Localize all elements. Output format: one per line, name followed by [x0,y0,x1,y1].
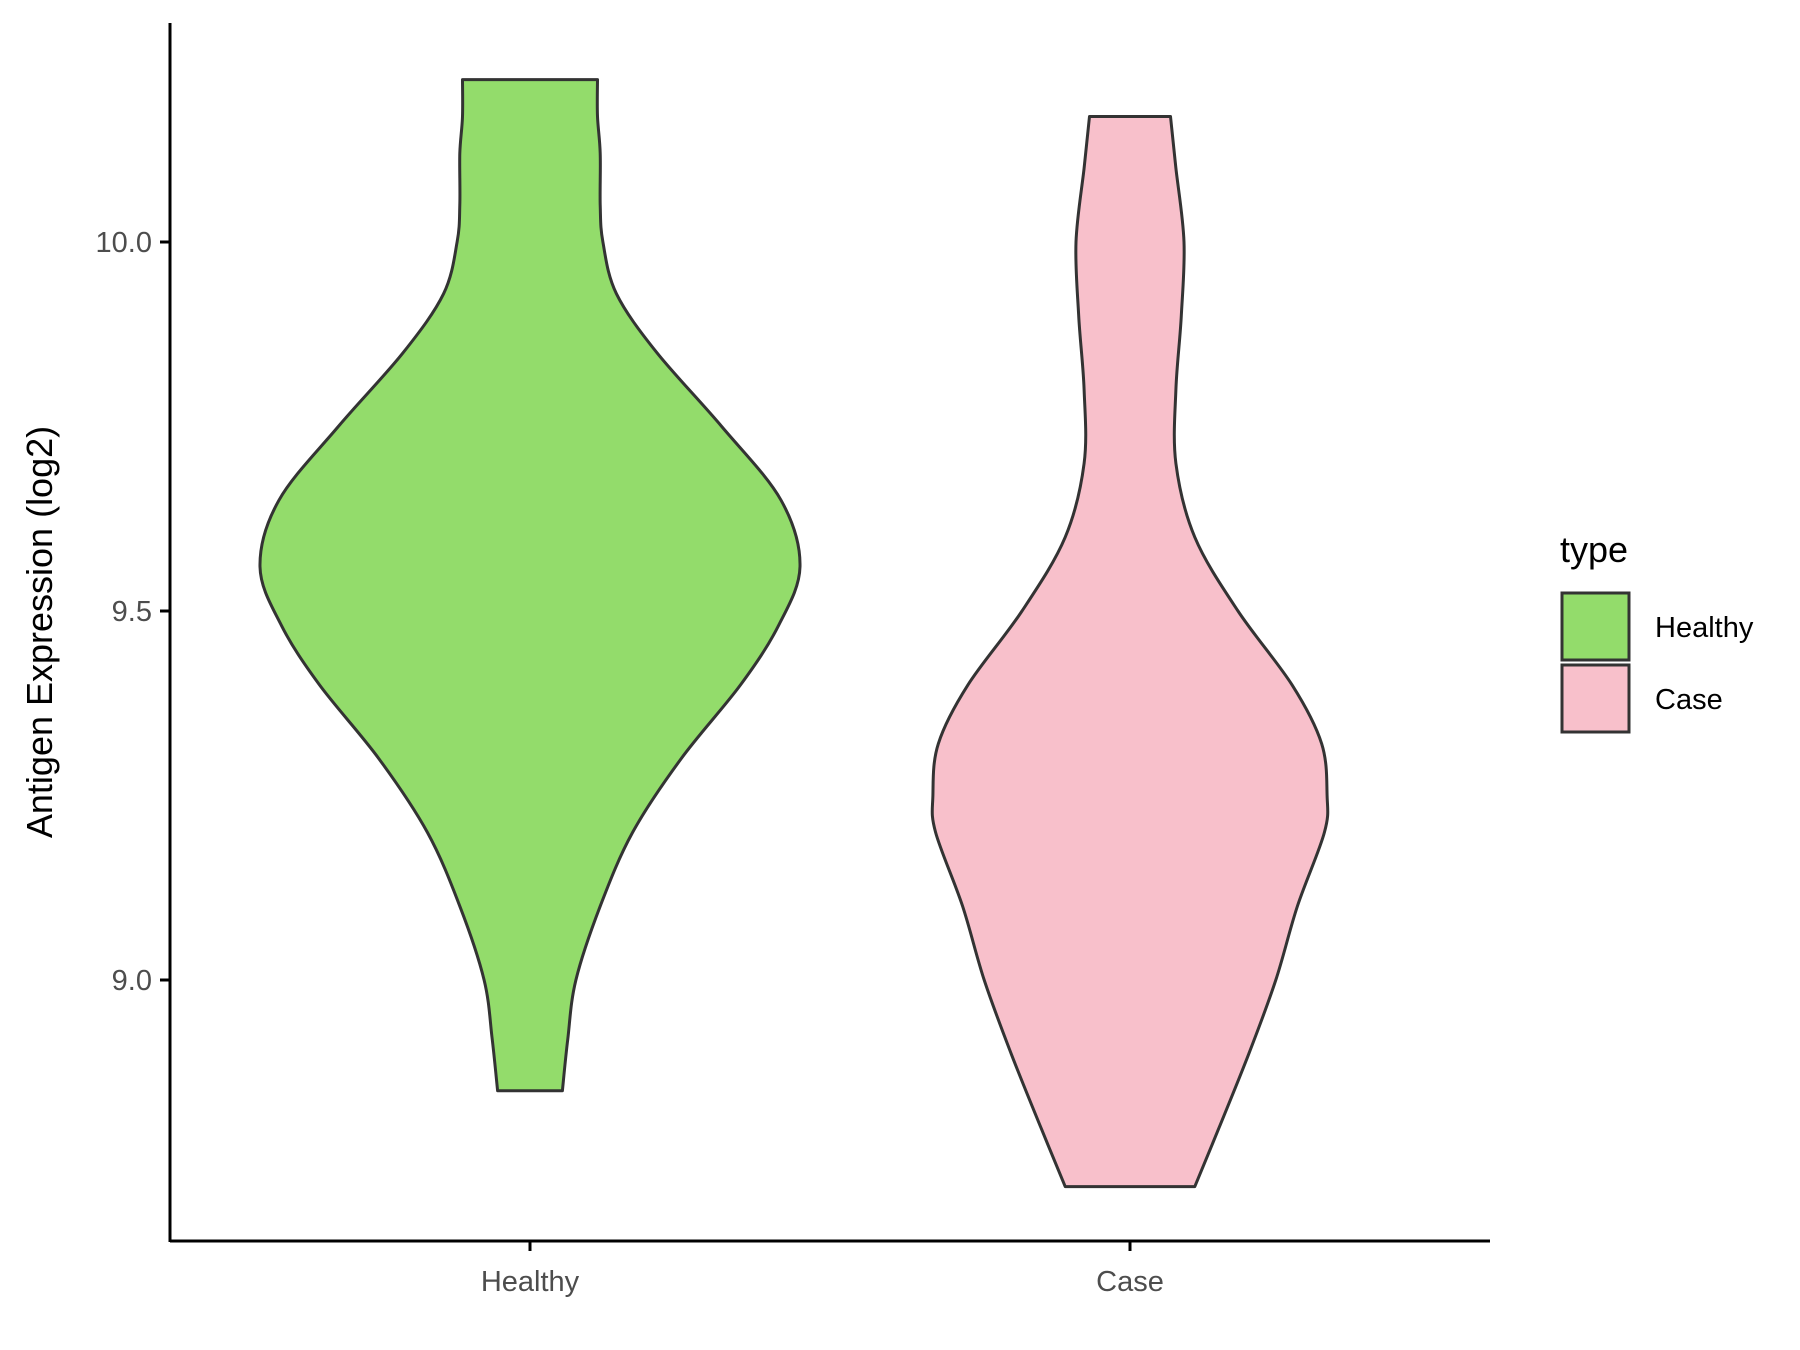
legend-label-healthy: Healthy [1655,612,1754,644]
violin-case [930,115,1330,1189]
legend-label-case: Case [1655,684,1723,716]
y-tick-label: 9.5 [112,596,152,628]
y-tick-label: 9.0 [112,965,152,997]
legend-title: type [1560,529,1628,570]
legend: type Healthy Case [1560,529,1754,734]
x-tick-label: Case [1096,1266,1164,1298]
y-tick-label: 10.0 [96,227,152,259]
legend-swatch-healthy [1560,591,1631,662]
legend-swatch-case [1560,663,1631,734]
x-ticks: Healthy Case [481,1241,1164,1298]
plot-area: 9.0 9.5 10.0 Healthy Case [96,23,1490,1298]
violin-healthy [258,78,802,1093]
legend-entries: Healthy Case [1560,591,1754,734]
x-tick-label: Healthy [481,1266,580,1298]
violins [258,78,1330,1189]
y-ticks: 9.0 9.5 10.0 [96,227,170,997]
y-axis-title: Antigen Expression (log2) [19,426,60,838]
